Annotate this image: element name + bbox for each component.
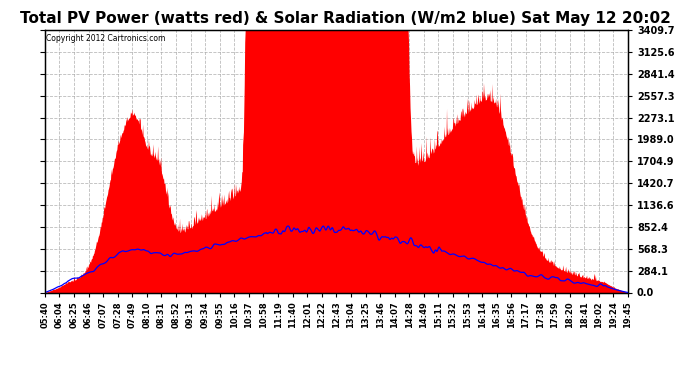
Text: Total PV Power (watts red) & Solar Radiation (W/m2 blue) Sat May 12 20:02: Total PV Power (watts red) & Solar Radia… xyxy=(19,11,671,26)
Text: Copyright 2012 Cartronics.com: Copyright 2012 Cartronics.com xyxy=(46,34,166,43)
